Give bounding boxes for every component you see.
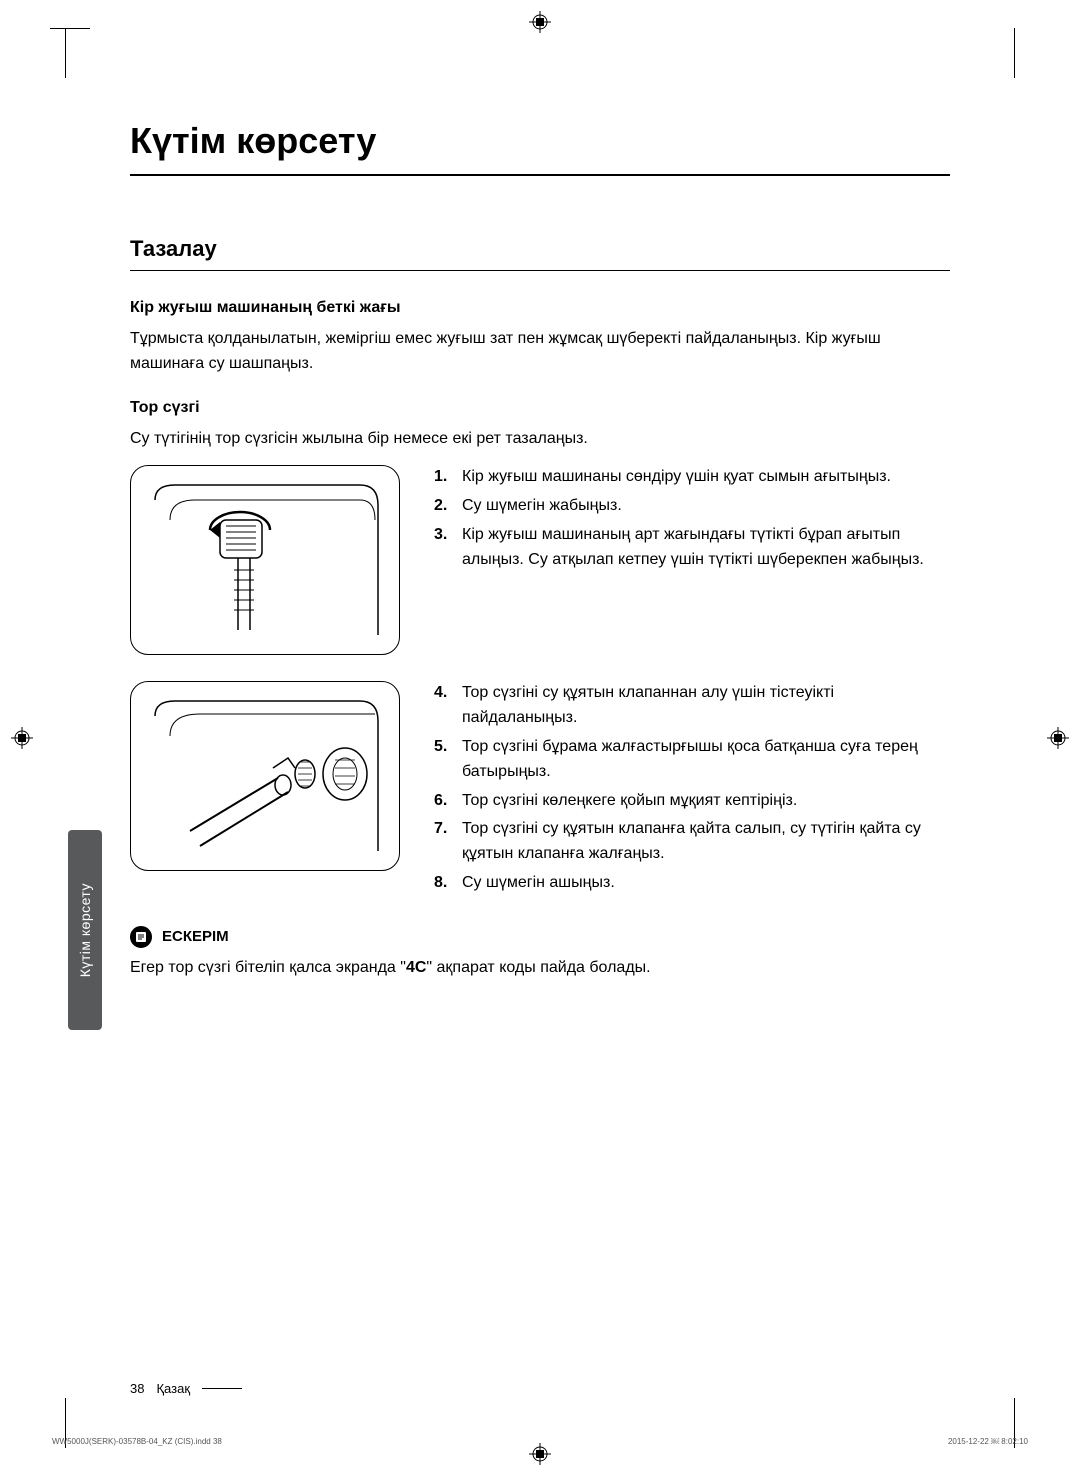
imprint-timestamp: 2015-12-22 ￼ 8:02:10 [948, 1437, 1028, 1446]
note-text-pre: Егер тор сүзгі бітеліп қалса экранда " [130, 959, 406, 976]
step-number: 8. [434, 871, 454, 896]
step-text: Кір жуғыш машинаның арт жағындағы түтікт… [462, 523, 950, 573]
section-title: Тазалау [130, 236, 950, 271]
note-code: 4C [406, 959, 426, 976]
step-number: 3. [434, 523, 454, 573]
footer-language: Қазақ [156, 1381, 190, 1396]
step-text: Тор сүзгіні көлеңкеге қойып мұқият кепті… [462, 789, 797, 814]
body-text: Тұрмыста қолданылатын, жеміргіш емес жуғ… [130, 327, 950, 377]
step-number: 5. [434, 735, 454, 785]
step-text: Кір жуғыш машинаны сөндіру үшін қуат сым… [462, 465, 891, 490]
step-number: 6. [434, 789, 454, 814]
step-text: Тор сүзгіні су құятын клапаннан алу үшін… [462, 681, 950, 731]
step-text: Тор сүзгіні бұрама жалғастырғышы қоса ба… [462, 735, 950, 785]
body-text: Су түтігінің тор сүзгісін жылына бір нем… [130, 427, 950, 452]
step-number: 7. [434, 817, 454, 867]
chapter-title: Күтім көрсету [130, 120, 950, 176]
figure-mesh-filter-remove [130, 681, 400, 871]
step-number: 4. [434, 681, 454, 731]
steps-group-b: 4.Тор сүзгіні су құятын клапаннан алу үш… [434, 681, 950, 899]
figure-hose-disconnect [130, 465, 400, 655]
step-text: Тор сүзгіні су құятын клапанға қайта сал… [462, 817, 950, 867]
page-number: 38 [130, 1381, 144, 1396]
page-body: Күтім көрсету Тазалау Кір жуғыш машинаны… [0, 0, 1080, 1476]
steps-group-a: 1. Кір жуғыш машинаны сөндіру үшін қуат с… [434, 465, 950, 655]
note-icon [130, 926, 152, 948]
note-heading-row: ЕСКЕРІМ [130, 926, 950, 948]
subsection-heading-mesh-filter: Тор сүзгі [130, 399, 950, 417]
note-text: Егер тор сүзгі бітеліп қалса экранда "4C… [130, 956, 950, 980]
note-text-post: " ақпарат коды пайда болады. [426, 959, 650, 976]
figure-step-row-2: 4.Тор сүзгіні су құятын клапаннан алу үш… [130, 681, 950, 899]
step-number: 2. [434, 494, 454, 519]
footer-rule [202, 1388, 242, 1389]
step-text: Су шүмегін жабыңыз. [462, 494, 622, 519]
step-number: 1. [434, 465, 454, 490]
step-text: Су шүмегін ашыңыз. [462, 871, 615, 896]
subsection-heading-exterior: Кір жуғыш машинаның беткі жағы [130, 299, 950, 317]
note-label: ЕСКЕРІМ [162, 928, 229, 945]
imprint-filename: WW5000J(SERK)-03578B-04_KZ (CIS).indd 38 [52, 1437, 222, 1446]
page-footer: 38 Қазақ [130, 1381, 242, 1396]
figure-step-row-1: 1. Кір жуғыш машинаны сөндіру үшін қуат с… [130, 465, 950, 655]
